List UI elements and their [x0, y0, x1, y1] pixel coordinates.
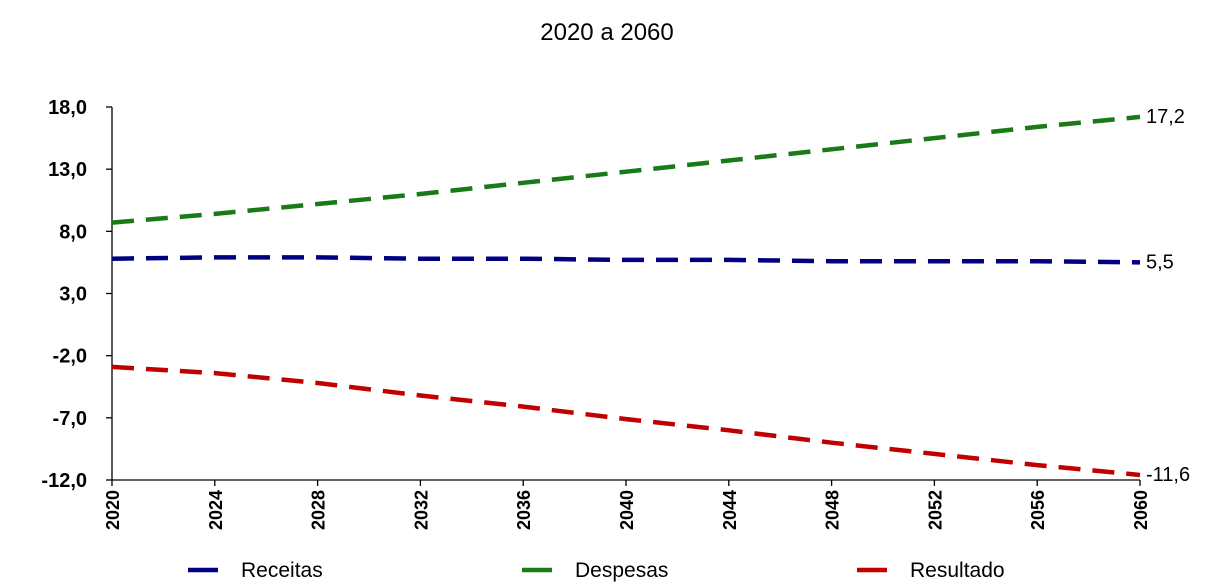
end-labels: 5,5 17,2 -11,6: [1146, 106, 1190, 486]
x-tick-label: 2060: [1131, 490, 1151, 530]
y-tick-label: -12,0: [41, 470, 87, 492]
series-line-receitas: [111, 255, 1141, 265]
legend-label-receitas: Receitas: [241, 559, 323, 582]
y-tick-label: 3,0: [59, 284, 87, 306]
x-tick-label: 2032: [411, 490, 431, 530]
x-tick-label: 2056: [1028, 490, 1048, 530]
x-axis-ticks: 2020 2024 2028 2032 2036 2040 2044 2048 2052 2056…: [103, 480, 1151, 530]
end-label-receitas: 5,5: [1146, 251, 1174, 273]
x-tick-label: 2048: [823, 490, 843, 530]
y-tick-label: -7,0: [53, 408, 87, 430]
y-tick-label: 8,0: [59, 221, 87, 243]
x-tick-label: 2052: [925, 490, 945, 530]
x-tick-label: 2024: [206, 490, 226, 530]
legend-label-despesas: Despesas: [575, 559, 668, 582]
x-tick-label: 2040: [617, 490, 637, 530]
end-label-despesas: 17,2: [1146, 106, 1185, 128]
series-line-despesas: [111, 114, 1141, 225]
y-tick-label: 13,0: [48, 159, 87, 181]
series-lines: [111, 114, 1141, 478]
x-tick-label: 2044: [720, 490, 740, 530]
legend: Receitas Despesas Resultado: [188, 559, 1005, 582]
y-axis-ticks: 18,0 13,0 8,0 3,0 -2,0 -7,0 -12,0: [41, 97, 112, 492]
x-tick-label: 2020: [103, 490, 123, 530]
x-tick-label: 2036: [514, 490, 534, 530]
y-tick-label: -2,0: [53, 346, 87, 368]
series-line-resultado: [111, 364, 1141, 478]
axes: [111, 107, 1140, 481]
y-tick-label: 18,0: [48, 97, 87, 119]
x-tick-label: 2028: [309, 490, 329, 530]
chart-title: 2020 a 2060: [540, 19, 673, 46]
end-label-resultado: -11,6: [1146, 464, 1190, 486]
legend-label-resultado: Resultado: [910, 559, 1005, 582]
